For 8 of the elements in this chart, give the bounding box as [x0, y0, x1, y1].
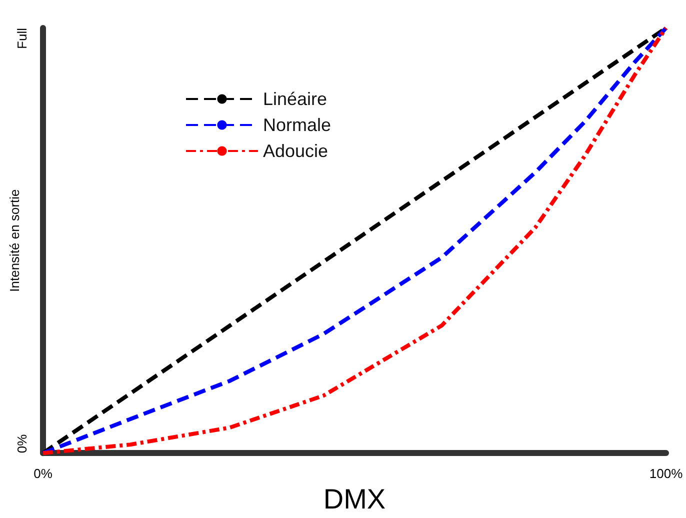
legend-label: Adoucie [263, 141, 328, 161]
x-tick-label: 100% [649, 466, 684, 482]
legend-label: Linéaire [263, 89, 328, 109]
text: Full [14, 28, 30, 49]
x-axis-title: DMX [323, 484, 386, 514]
text: 0% [14, 434, 30, 454]
y-axis-title: Intensité en sortie [7, 189, 22, 292]
legend-label: Normale [263, 115, 332, 135]
